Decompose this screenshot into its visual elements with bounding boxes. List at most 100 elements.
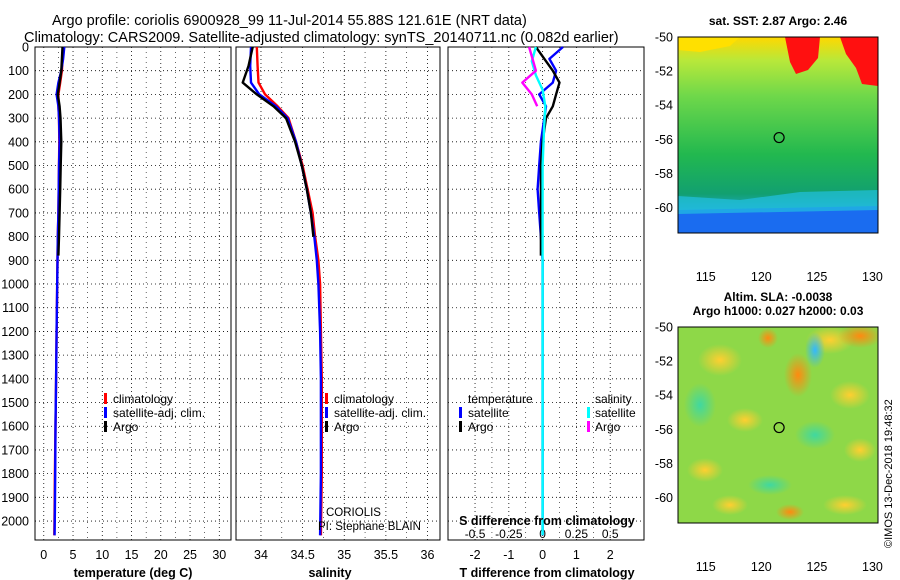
temperature-series [53, 46, 66, 536]
temperature-axis-label: temperature (deg C) [74, 566, 193, 580]
depth-tick-label: 1300 [1, 349, 29, 363]
legend-swatch-satellite [104, 407, 107, 418]
x-tick-label: 10 [95, 548, 109, 562]
lat-tick-label: -50 [655, 321, 673, 335]
temperature-grid [35, 46, 231, 540]
argo-location-marker [773, 131, 785, 144]
sst-map-title: sat. SST: 2.87 Argo: 2.46 [709, 14, 848, 28]
x-tick-label: 0 [539, 548, 546, 562]
pi-annotation: PI: Stephane BLAIN [318, 521, 421, 533]
x-tick-label: 5 [70, 548, 77, 562]
salinity-x-tick-labels: 34 34.5 35 35.5 36 [254, 548, 434, 562]
sla-anomaly [784, 353, 812, 397]
sla-anomaly [727, 408, 763, 432]
legend-swatch-sal-satellite [587, 407, 590, 418]
sla-anomaly [805, 332, 825, 368]
depth-tick-labels: 0 100 200 300 400 500 600 700 800 900 1000 1100 1200… [1, 41, 29, 529]
x-tick-label: 25 [183, 548, 197, 562]
sst-map-frame [677, 36, 879, 234]
legend-argo: Argo [113, 420, 139, 434]
legend-swatch-climatology [104, 393, 107, 404]
s-tick-label: 0.25 [565, 527, 589, 541]
lon-tick-label: 120 [751, 270, 772, 284]
depth-tick-label: 600 [8, 183, 29, 197]
sst-warm-patch [785, 37, 820, 74]
depth-tick-label: 400 [8, 135, 29, 149]
legend-sal-argo: Argo [595, 420, 621, 434]
difference-panel: -2 -1 0 1 2 -0.5 -0.25 0 0.25 0.5 S difference f… [447, 46, 645, 580]
difference-axes-frame [447, 46, 645, 541]
salinity-legend: climatology satellite-adj. clim. Argo [325, 392, 426, 434]
legend-climatology: climatology [113, 392, 173, 406]
temperature-axes-frame [34, 46, 232, 541]
sla-map-ticks: 115 120 125 130 -50 -52 -54 -56 -58 -60 [655, 321, 883, 575]
x-tick-label: 36 [421, 548, 435, 562]
depth-tick-label: 200 [8, 88, 29, 102]
temperature-panel: 0100200300400500600700800900100011001200… [1, 41, 232, 580]
sla-features [684, 327, 878, 520]
legend-swatch-sal-argo [587, 421, 590, 432]
x-tick-label: 30 [212, 548, 226, 562]
legend-argo: Argo [334, 420, 360, 434]
series-line-argo [56, 46, 64, 256]
x-tick-label: -1 [503, 548, 514, 562]
sla-anomaly [748, 475, 792, 495]
sla-anomaly [758, 328, 778, 348]
x-tick-label: 0 [40, 548, 47, 562]
x-tick-label: -2 [469, 548, 480, 562]
lat-tick-label: -56 [655, 133, 673, 147]
temperature-legend: climatology satellite-adj. clim. Argo [104, 392, 205, 434]
series-line-salinity-satellite [530, 46, 547, 536]
sla-anomaly [823, 495, 867, 515]
sla-anomaly [698, 344, 742, 376]
legend-temp-argo: Argo [468, 420, 494, 434]
temperature-x-tick-labels: 0 5 10 15 20 25 30 [40, 548, 226, 562]
sla-map-panel: Altim. SLA: -0.0038 Argo h1000: 0.027 h2… [655, 290, 883, 574]
sla-anomaly [830, 381, 870, 409]
s-tick-label: -0.25 [495, 527, 523, 541]
salinity-series [241, 46, 323, 536]
x-tick-label: 35.5 [374, 548, 398, 562]
x-tick-label: 15 [125, 548, 139, 562]
legend-satellite-adj: satellite-adj. clim. [334, 406, 426, 420]
depth-tick-label: 500 [8, 159, 29, 173]
depth-tick-label: 700 [8, 206, 29, 220]
sst-map-panel: sat. SST: 2.87 Argo: 2.46 115 120 125 130 -5… [655, 14, 883, 284]
lat-tick-label: -52 [655, 355, 673, 369]
imos-credit: ©IMOS 13-Dec-2018 19:48:32 [883, 399, 895, 548]
depth-tick-label: 800 [8, 230, 29, 244]
lon-tick-label: 115 [696, 560, 716, 574]
lat-tick-label: -56 [655, 423, 673, 437]
legend-salinity-title: salinity [595, 392, 632, 406]
lat-tick-label: -60 [655, 201, 673, 215]
depth-tick-label: 1900 [1, 491, 29, 505]
sst-features [678, 37, 878, 233]
depth-tick-label: 1400 [1, 372, 29, 386]
series-line-salinity-argo [521, 46, 539, 107]
lat-tick-label: -58 [655, 167, 673, 181]
legend-swatch-satellite [325, 407, 328, 418]
x-tick-label: 20 [154, 548, 168, 562]
s-difference-axis-label: S difference from climatology [459, 514, 635, 528]
sst-map-ticks: 115 120 125 130 -50 -52 -54 -56 -58 -60 [655, 31, 883, 285]
x-tick-label: 35 [337, 548, 351, 562]
salinity-grid [236, 46, 440, 540]
sla-map-subtitle: Argo h1000: 0.027 h2000: 0.03 [693, 304, 864, 318]
depth-tick-label: 1800 [1, 467, 29, 481]
salinity-axes-frame [235, 46, 441, 541]
sst-cold-band [678, 190, 878, 214]
lat-tick-label: -58 [655, 457, 673, 471]
difference-series [521, 46, 564, 536]
legend-swatch-argo [104, 421, 107, 432]
legend-temp-satellite: satellite [468, 406, 509, 420]
depth-tick-label: 1600 [1, 420, 29, 434]
sla-anomaly [712, 495, 748, 515]
sla-map-frame [677, 326, 879, 524]
sla-anomaly [844, 438, 876, 462]
depth-tick-label: 2000 [1, 515, 29, 529]
lon-tick-label: 130 [862, 270, 883, 284]
institution-annotation: CORIOLIS [326, 507, 381, 519]
legend-swatch-temp-satellite [459, 407, 462, 418]
sla-map-title: Altim. SLA: -0.0038 [724, 290, 833, 304]
